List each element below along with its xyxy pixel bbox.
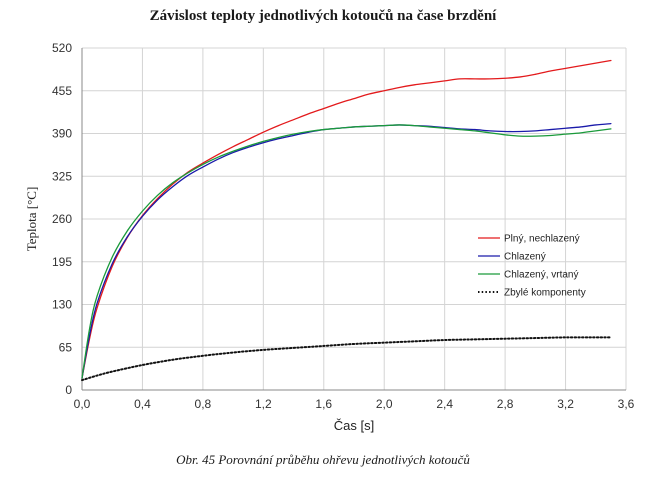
- legend-label-0: Plný, nechlazený: [504, 234, 580, 245]
- x-axis-label: Čas [s]: [334, 418, 374, 433]
- chart-title: Závislost teploty jednotlivých kotoučů n…: [149, 8, 497, 24]
- y-tick-label: 455: [52, 84, 72, 98]
- x-tick-label: 3,2: [557, 397, 574, 411]
- series-lines: [81, 59, 612, 382]
- legend-label-2: Chlazený, vrtaný: [504, 270, 578, 281]
- x-tick-label: 0,8: [195, 397, 212, 411]
- figure-caption: Obr. 45 Porovnání průběhu ohřevu jednotl…: [176, 452, 470, 467]
- x-tick-label: 2,4: [436, 397, 453, 411]
- y-tick-label: 0: [65, 383, 72, 397]
- y-axis-label: Teplota [°C]: [24, 187, 39, 252]
- y-tick-label: 130: [52, 298, 72, 312]
- x-tick-label: 0,0: [74, 397, 91, 411]
- y-tick-label: 65: [59, 340, 73, 354]
- y-tick-label: 390: [52, 127, 72, 141]
- series-line-2: [81, 124, 612, 379]
- tick-labels: 0,0 0,4 0,8 1,2 1,6 2,0 2,4 2,8 3,2 3,6 0 65 130 195 2…: [52, 41, 635, 411]
- x-tick-label: 3,6: [618, 397, 635, 411]
- legend-label-3: Zbylé komponenty: [504, 288, 586, 299]
- series-line-0: [81, 59, 612, 379]
- y-tick-label: 325: [52, 169, 72, 183]
- y-tick-label: 195: [52, 255, 72, 269]
- series-line-3: [81, 336, 612, 382]
- x-tick-label: 2,8: [497, 397, 514, 411]
- y-tick-label: 260: [52, 212, 72, 226]
- y-tick-label: 520: [52, 41, 72, 55]
- x-tick-label: 1,2: [255, 397, 272, 411]
- legend-label-1: Chlazený: [504, 252, 546, 263]
- legend: Plný, nechlazený Chlazený Chlazený, vrtaný…: [478, 234, 586, 299]
- x-tick-label: 2,0: [376, 397, 393, 411]
- x-tick-label: 0,4: [134, 397, 151, 411]
- x-tick-label: 1,6: [315, 397, 332, 411]
- axes: [81, 48, 626, 391]
